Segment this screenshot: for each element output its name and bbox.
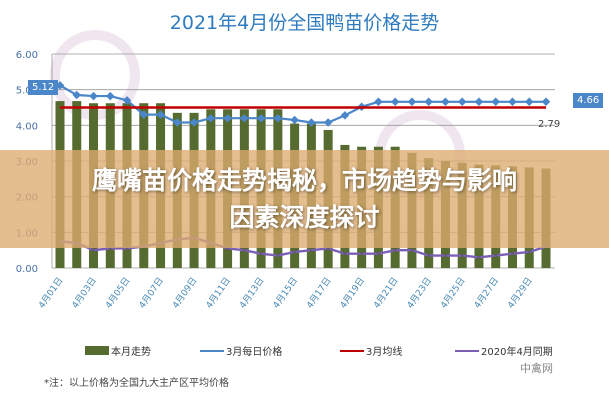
data-point	[374, 97, 383, 107]
data-point	[524, 97, 534, 107]
data-point	[242, 247, 247, 253]
data-point	[390, 97, 400, 107]
y-tick-label: 0.00	[16, 264, 38, 275]
data-point	[340, 111, 350, 120]
data-point	[527, 249, 532, 255]
x-tick-label: 4月23日	[405, 275, 434, 310]
data-label-first: 5.12	[28, 80, 59, 95]
x-tick-label: 4月13日	[237, 275, 266, 310]
data-point	[493, 253, 498, 258]
legend-label: 3月每日价格	[226, 347, 283, 358]
y-tick-label: 5.00	[16, 86, 38, 97]
legend-item: 本月走势	[85, 343, 151, 358]
data-point	[292, 249, 297, 255]
data-point	[508, 97, 517, 107]
legend-item: 2020年4月同期	[455, 343, 553, 358]
data-point	[541, 97, 551, 107]
data-point	[240, 113, 249, 123]
x-tick-label: 4月21日	[371, 275, 400, 310]
headline-banner: 鹰嘴苗价格走势揭秘，市场趋势与影响 因素深度探讨	[0, 150, 609, 248]
data-label-last: 4.66	[573, 93, 604, 108]
chart-title: 2021年4月份全国鸭苗价格走势	[169, 12, 440, 34]
data-point	[223, 113, 232, 123]
x-tick-label: 4月17日	[304, 275, 333, 310]
legend-label: 3月均线	[366, 347, 403, 358]
footnote: *注：以上价格为全国九大主产区平均价格	[44, 378, 229, 389]
x-tick-label: 4月03日	[70, 275, 99, 310]
data-point	[307, 118, 316, 127]
x-tick-label: 4月07日	[137, 275, 166, 310]
data-point	[376, 251, 381, 256]
y-tick-label: 6.00	[16, 50, 38, 61]
legend-swatch	[200, 349, 224, 352]
headline-line-1: 鹰嘴苗价格走势揭秘，市场趋势与影响	[91, 166, 517, 195]
x-tick-label: 4月01日	[36, 275, 65, 310]
watermark: 中禽网	[520, 362, 553, 375]
data-point	[173, 118, 182, 127]
data-point	[424, 97, 433, 107]
data-point	[189, 118, 199, 127]
legend-label: 本月走势	[111, 347, 151, 358]
data-point	[275, 253, 281, 258]
data-point	[491, 97, 500, 107]
data-point	[441, 97, 450, 107]
data-point	[258, 251, 264, 256]
x-tick-label: 4月19日	[338, 275, 367, 310]
x-tick-label: 4月15日	[271, 275, 300, 310]
x-tick-label: 4月25日	[438, 275, 467, 310]
data-point	[510, 251, 515, 256]
data-point	[156, 110, 165, 119]
data-point	[459, 253, 465, 258]
x-tick-label: 4月09日	[170, 275, 199, 310]
data-point	[409, 247, 415, 253]
data-point	[323, 118, 333, 127]
data-point	[407, 97, 417, 107]
legend-item: 3月每日价格	[200, 343, 282, 358]
legend-swatch	[85, 346, 109, 355]
data-point	[139, 110, 149, 119]
data-point	[206, 113, 216, 123]
x-tick-label: 4月29日	[506, 275, 535, 310]
y-tick-label: 4.00	[16, 121, 38, 132]
data-point	[359, 251, 364, 256]
data-point	[72, 90, 82, 100]
data-point	[443, 253, 448, 258]
data-point	[342, 251, 348, 256]
data-point	[457, 97, 467, 107]
data-point	[392, 247, 398, 253]
data-point	[476, 255, 482, 260]
legend-swatch	[340, 349, 364, 352]
legend-label: 2020年4月同期	[481, 347, 553, 358]
data-point	[474, 97, 484, 107]
data-point	[426, 253, 431, 258]
data-point	[89, 91, 98, 101]
x-tick-label: 4月05日	[103, 275, 132, 310]
watermark-logo	[50, 30, 140, 120]
legend-swatch	[455, 349, 479, 352]
data-point	[91, 247, 96, 253]
data-point	[106, 91, 115, 101]
data-point	[273, 113, 283, 123]
data-point	[309, 247, 314, 253]
headline-line-2: 因素深度探讨	[229, 203, 380, 232]
x-tick-label: 4月27日	[472, 275, 501, 310]
x-tick-label: 4月11日	[204, 275, 233, 310]
data-label-last-bar: 2.79	[538, 119, 561, 130]
legend-item: 3月均线	[340, 343, 402, 358]
data-point	[122, 96, 132, 105]
data-point	[256, 113, 266, 123]
data-point	[290, 115, 299, 125]
